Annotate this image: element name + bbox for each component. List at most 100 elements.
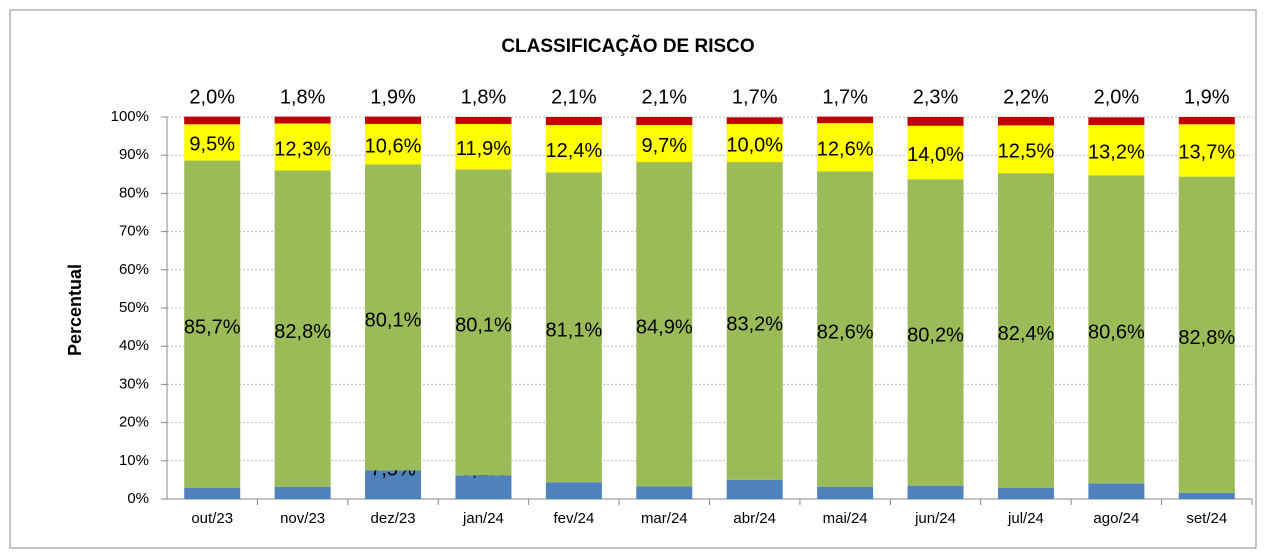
data-label: 12,5% — [998, 141, 1055, 163]
bar-segment — [636, 486, 693, 499]
x-tick-label: out/23 — [191, 510, 233, 527]
data-label: 2,0% — [1094, 86, 1140, 108]
data-label: 80,6% — [1088, 322, 1145, 344]
bar-segment — [1088, 483, 1145, 499]
x-tick-label: abr/24 — [733, 510, 776, 527]
y-tick-label: 90% — [119, 146, 149, 163]
bar-segment — [997, 173, 1054, 488]
bar-segment — [545, 172, 602, 483]
bar-segment — [907, 125, 964, 180]
data-label: 2,0% — [189, 86, 235, 108]
bar-segment — [455, 169, 512, 476]
bar-segment — [636, 117, 693, 126]
data-label: 82,4% — [998, 323, 1055, 345]
bar-segment — [997, 125, 1054, 174]
bar-segment — [726, 117, 783, 124]
bar-segment — [817, 171, 874, 487]
x-tick-label: set/24 — [1186, 510, 1227, 527]
x-tick-label: jun/24 — [914, 510, 956, 527]
bar-segment — [1178, 124, 1235, 177]
data-label: 85,7% — [184, 317, 241, 339]
data-label: 82,6% — [817, 321, 874, 343]
bar-segment — [817, 486, 874, 499]
x-tick-label: jul/24 — [1007, 510, 1044, 527]
data-label: 2,3% — [913, 86, 959, 108]
y-tick-label: 10% — [119, 452, 149, 469]
bar-segment — [365, 116, 422, 124]
x-tick-label: mar/24 — [641, 510, 688, 527]
bar-segment — [997, 487, 1054, 499]
data-label: 12,3% — [274, 138, 331, 160]
data-label: 13,7% — [1178, 142, 1235, 164]
data-label: 2,1% — [641, 86, 687, 108]
bar-segment — [545, 482, 602, 499]
x-tick-label: ago/24 — [1093, 510, 1139, 527]
bar-segment — [726, 162, 783, 480]
data-label: 11,9% — [456, 138, 511, 160]
bar-segment — [1178, 492, 1235, 499]
bar-segment — [545, 125, 602, 173]
bar-segment — [1178, 117, 1235, 125]
bar-segment — [184, 487, 241, 499]
y-tick-label: 100% — [111, 108, 149, 125]
data-label: 81,1% — [546, 320, 603, 342]
bar-segment — [907, 117, 964, 126]
data-label: 10,0% — [726, 134, 783, 156]
y-tick-label: 80% — [119, 184, 149, 201]
data-label: 1,8% — [461, 86, 507, 108]
bar-segment — [1178, 176, 1235, 493]
y-tick-label: 70% — [119, 223, 149, 240]
data-label: 14,0% — [907, 144, 964, 166]
bar-segment — [455, 475, 512, 499]
data-label: 80,1% — [455, 315, 512, 337]
y-tick-label: 40% — [119, 337, 149, 354]
bar-segment — [1088, 117, 1145, 126]
y-axis-label: Percentual — [65, 264, 85, 356]
data-label: 9,5% — [189, 134, 235, 156]
bar-segment — [274, 123, 331, 171]
x-tick-label: jan/24 — [462, 510, 504, 527]
bar-segment — [184, 160, 241, 488]
bar-segment — [636, 162, 693, 487]
data-label: 1,9% — [1184, 86, 1230, 108]
bar-segment — [274, 170, 331, 487]
data-label: 1,8% — [280, 86, 326, 108]
chart-title: CLASSIFICAÇÃO DE RISCO — [501, 35, 754, 57]
x-tick-label: dez/23 — [371, 510, 416, 527]
x-tick-label: nov/23 — [280, 510, 325, 527]
bar-segment — [817, 116, 874, 124]
bar-segment — [545, 117, 602, 126]
y-tick-label: 50% — [119, 299, 149, 316]
data-label: 1,9% — [370, 86, 416, 108]
bar-segment — [365, 470, 422, 499]
bar-segment — [1088, 175, 1145, 484]
bar-segment — [636, 125, 693, 163]
bar-segment — [907, 485, 964, 499]
y-tick-label: 60% — [119, 261, 149, 278]
y-tick-label: 30% — [119, 375, 149, 392]
data-label: 1,7% — [732, 86, 778, 108]
data-label: 10,6% — [365, 135, 422, 157]
bar-segment — [997, 117, 1054, 126]
y-tick-label: 20% — [119, 414, 149, 431]
bar-segment — [726, 479, 783, 499]
bar-segment — [274, 116, 331, 124]
x-tick-label: mai/24 — [823, 510, 868, 527]
bar-segment — [274, 486, 331, 499]
data-label: 84,9% — [636, 317, 693, 339]
data-label: 12,4% — [546, 140, 603, 162]
data-label: 13,2% — [1088, 142, 1145, 164]
data-label: 12,6% — [817, 138, 874, 160]
data-label: 9,7% — [641, 135, 687, 157]
bar-segment — [184, 116, 241, 125]
bar-segment — [726, 123, 783, 163]
bar-segment — [365, 164, 422, 471]
data-label: 80,2% — [907, 325, 964, 347]
data-label: 83,2% — [726, 313, 783, 335]
y-tick-label: 0% — [127, 490, 149, 507]
data-label: 1,7% — [822, 86, 868, 108]
bar-segment — [455, 117, 512, 124]
bar-segment — [907, 179, 964, 486]
data-label: 2,1% — [551, 86, 597, 108]
